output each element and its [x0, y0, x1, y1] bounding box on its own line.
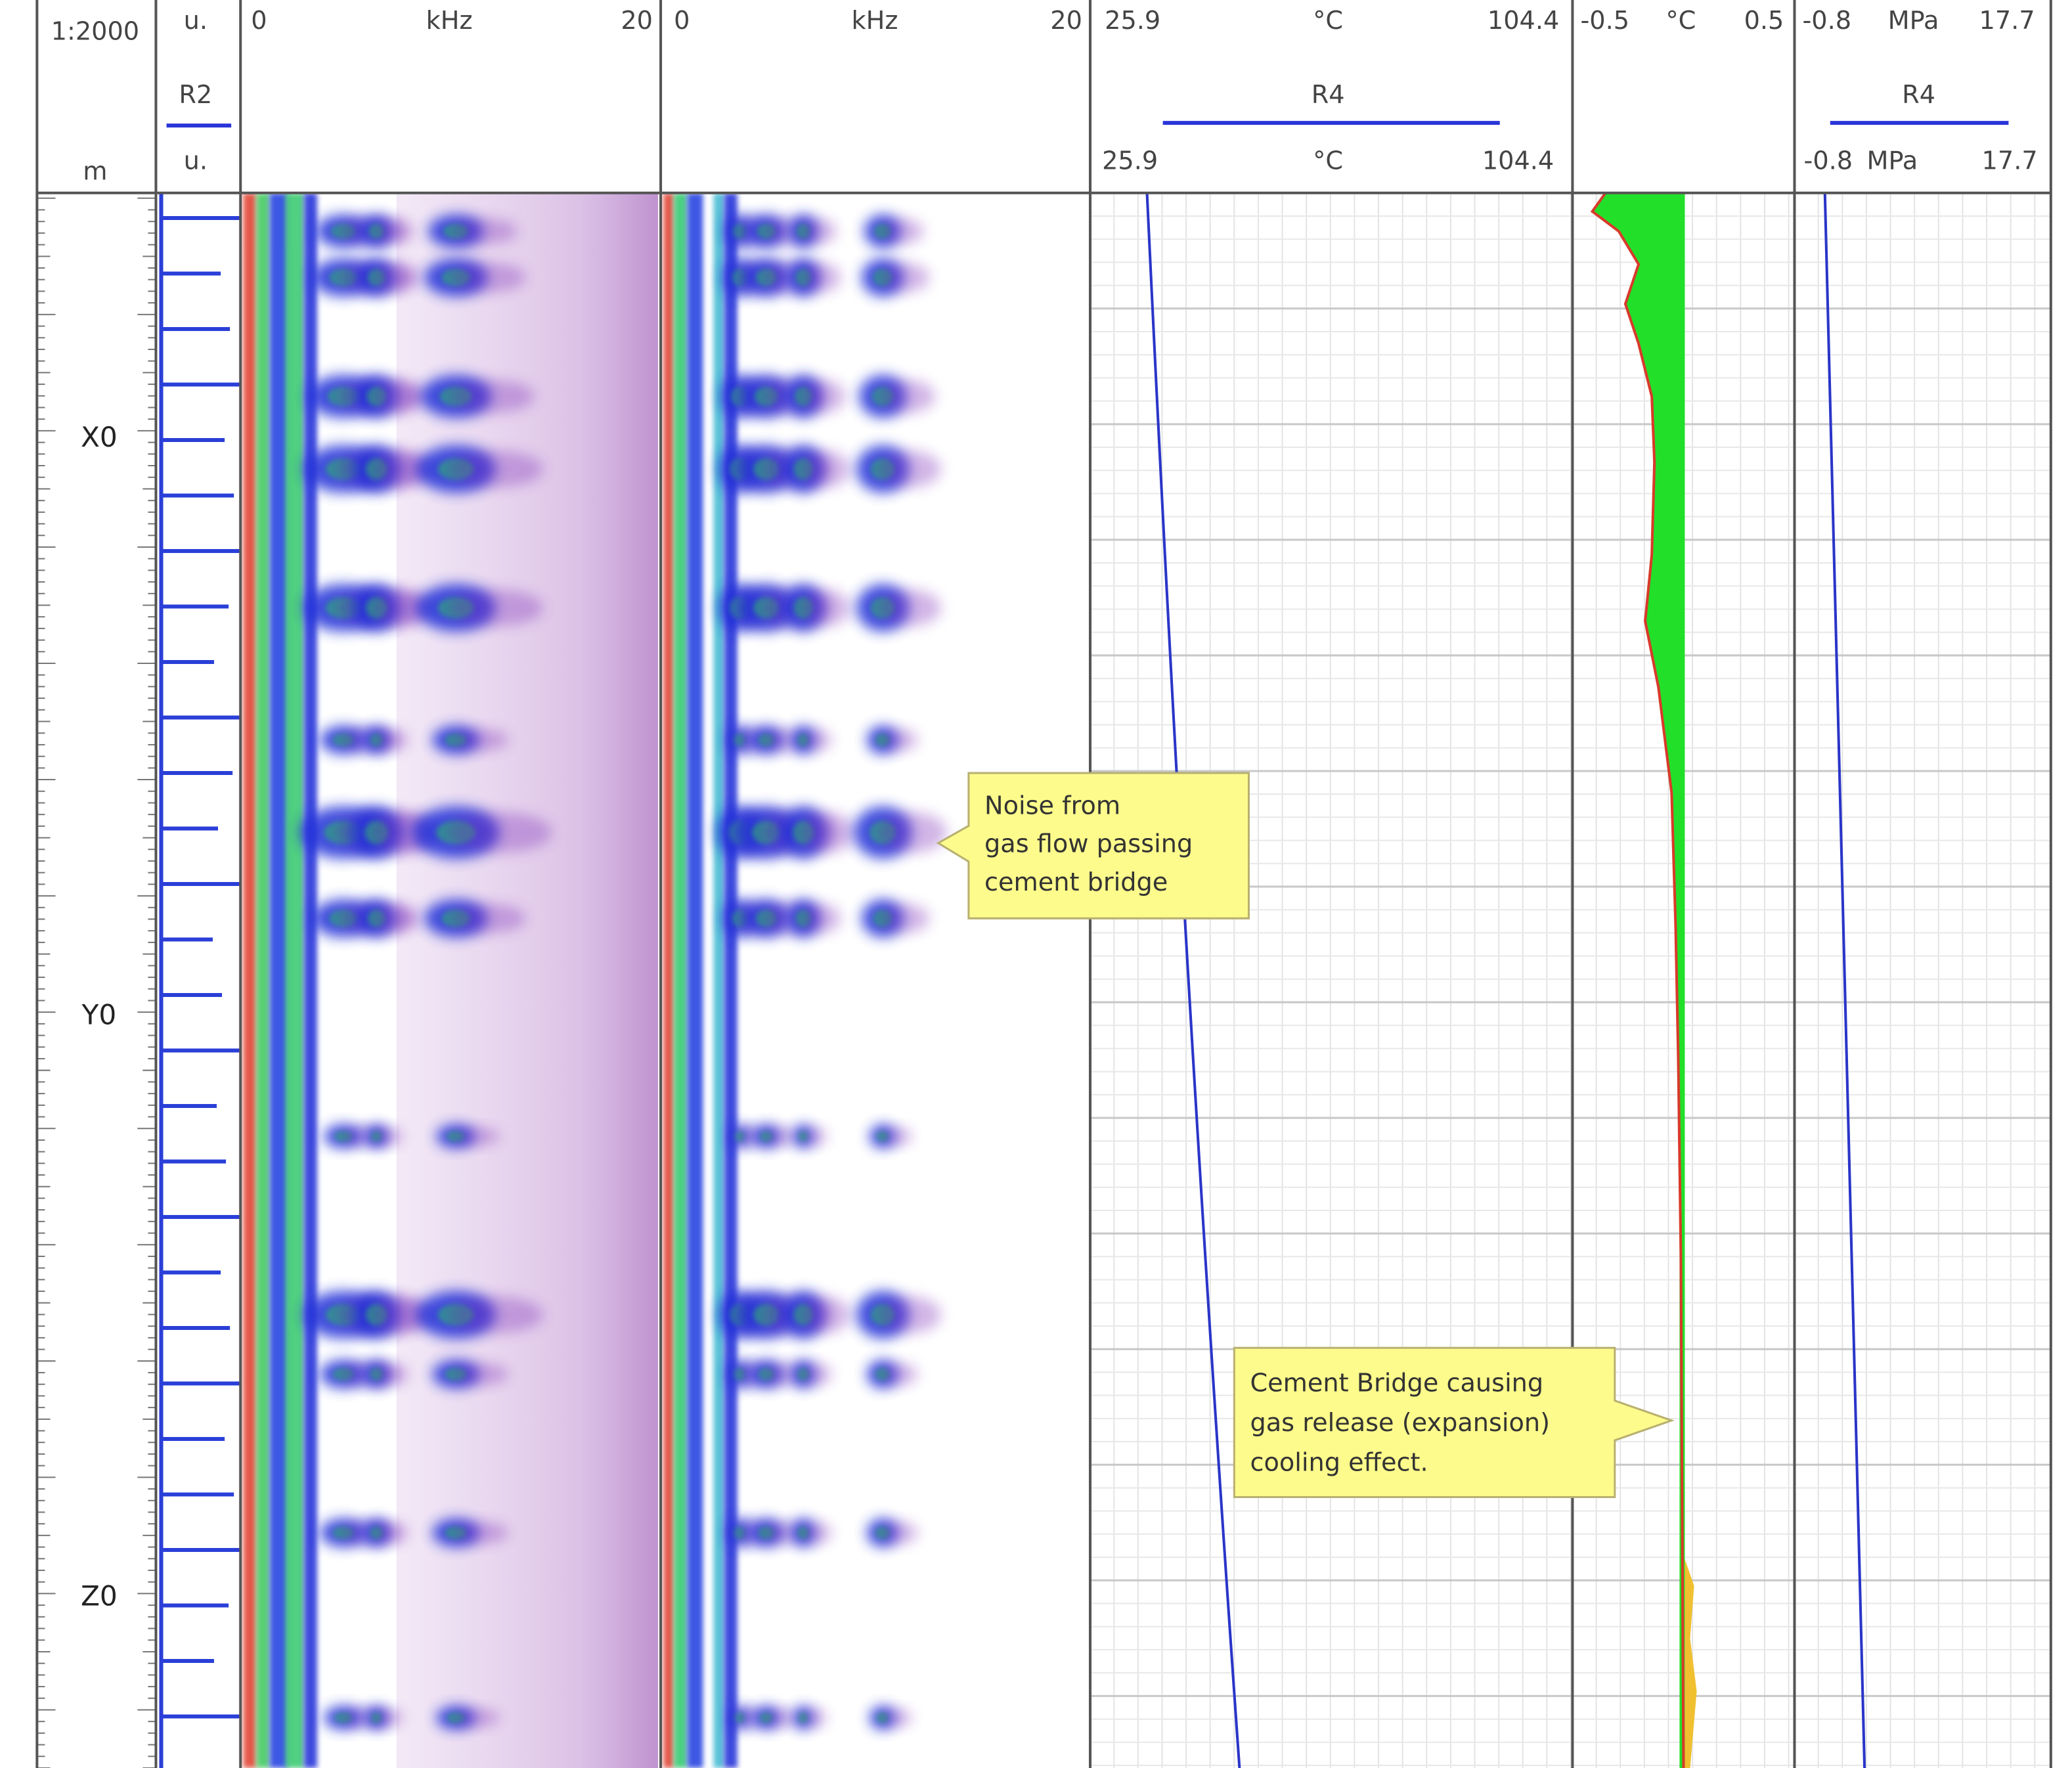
unit: kHz [852, 7, 898, 35]
annotation-line: cement bridge [984, 868, 1168, 897]
spectrum-blob [880, 1127, 912, 1145]
well-log: 1:2000 u. 0 kHz 20 0 kHz 20 25.9 °C 104.… [0, 0, 2072, 1768]
spectrum-blob [879, 1522, 917, 1544]
spectrum-blob [451, 1522, 508, 1544]
spectrum-stripe [243, 193, 256, 1768]
depth-label: X0 [81, 421, 118, 453]
curve-name: R4 [1312, 81, 1345, 110]
spectrum-blob [449, 380, 534, 413]
spectrum-stripe [304, 193, 317, 1768]
spectrum-blob [373, 904, 419, 933]
scale-min: -0.8 [1804, 147, 1853, 176]
scale-min: -0.8 [1803, 7, 1852, 35]
spectrum-blob [448, 589, 543, 626]
annotation: Cement Bridge causing gas release (expan… [1234, 1348, 1671, 1497]
annotation: Noise from gas flow passing cement bridg… [938, 773, 1249, 918]
scale-min: 25.9 [1105, 7, 1160, 35]
scale-min: 25.9 [1102, 147, 1158, 176]
annotation-line: cooling effect. [1250, 1448, 1428, 1477]
spectrum-blob [801, 1708, 827, 1727]
spectrum-blob [374, 1363, 408, 1386]
depth-unit: m [83, 158, 107, 187]
spectrum-blob [800, 263, 841, 292]
scale-max: 20 [621, 7, 653, 35]
curve-name: R2 [179, 81, 212, 110]
spectrum-blob [877, 812, 946, 853]
spectrum-blob [451, 729, 508, 751]
unit: u. [184, 147, 208, 176]
scale-max: 17.7 [1979, 7, 2035, 35]
spectrum-blob [801, 218, 836, 244]
scale-max: 20 [1050, 7, 1082, 35]
spectrum-blob [374, 729, 408, 751]
spectrum-blob [374, 1708, 403, 1727]
spectrum-blob [877, 451, 941, 487]
spectrum-blob [799, 589, 850, 626]
spectrum-blob [448, 1296, 543, 1333]
page: 1:2000 u. 0 kHz 20 0 kHz 20 25.9 °C 104.… [0, 0, 2072, 1768]
spectrum-blob [800, 380, 846, 413]
spectrum-blob [452, 1127, 499, 1145]
spectrum-blob [799, 1296, 850, 1333]
spectrum-blob [373, 218, 413, 244]
scale-max: 104.4 [1482, 147, 1554, 176]
spectrum-stripe [714, 193, 724, 1768]
scale-min: 0 [674, 7, 690, 35]
spectrum-stripe [269, 193, 288, 1768]
spectrum-blob [373, 263, 419, 292]
spectrum-stripe [687, 193, 703, 1768]
spectrum-blob [450, 904, 526, 933]
annotation-line: gas flow passing [984, 830, 1193, 859]
spectrum-blob [801, 1127, 827, 1145]
unit: MPa [1888, 7, 1939, 35]
unit: °C [1313, 147, 1343, 176]
spectrum-blob [879, 263, 929, 292]
spectrum-blob [879, 218, 923, 244]
depth-label: Z0 [81, 1580, 118, 1612]
unit: u. [184, 7, 208, 35]
annotation-line: gas release (expansion) [1250, 1409, 1550, 1438]
spectrum-blob [801, 729, 831, 751]
spectrum-blob [448, 451, 543, 487]
scale-max: 17.7 [1982, 147, 2038, 176]
spectrum-blob [877, 589, 941, 626]
scale-max: 0.5 [1744, 7, 1784, 35]
unit: °C [1666, 7, 1696, 35]
spectrum-blob [447, 812, 552, 853]
spectrum-blob [878, 380, 935, 413]
unit: °C [1313, 7, 1343, 35]
spectrum-blob [374, 1127, 403, 1145]
annotation-line: Noise from [984, 791, 1120, 820]
spectrum-blob [801, 1522, 831, 1544]
spectrum-stripe [674, 193, 687, 1768]
spectrum-blob [372, 380, 424, 413]
scale-min: -0.5 [1580, 7, 1629, 35]
spectrum-blob [879, 729, 917, 751]
spectrum-blob [451, 1363, 508, 1386]
spectrum-blob [877, 1296, 941, 1333]
spectrum-blob [374, 1522, 408, 1544]
spectrum-blob [799, 451, 850, 487]
spectrum-blob [879, 1363, 917, 1386]
spectrum-blob [451, 218, 517, 244]
scale-min: 0 [251, 7, 267, 35]
spectrum-stripe [286, 193, 304, 1768]
scale-max: 104.4 [1488, 7, 1559, 35]
spectrum-blob [800, 904, 841, 933]
scale: 1:2000 [51, 17, 139, 46]
spectrum-blob [450, 263, 526, 292]
spectrum-stripe [256, 193, 269, 1768]
unit: MPa [1866, 147, 1918, 176]
spectrum-blob [799, 812, 854, 853]
spectrum-stripe [663, 193, 674, 1768]
spectrum-blob [452, 1708, 499, 1727]
depth-label: Y0 [81, 998, 117, 1030]
spectrum-blob [879, 904, 929, 933]
spectrum-blob [880, 1708, 912, 1727]
curve-name: R4 [1902, 81, 1935, 110]
annotation-line: Cement Bridge causing [1250, 1369, 1543, 1398]
unit: kHz [426, 7, 473, 35]
spectrum-blob [801, 1363, 831, 1386]
